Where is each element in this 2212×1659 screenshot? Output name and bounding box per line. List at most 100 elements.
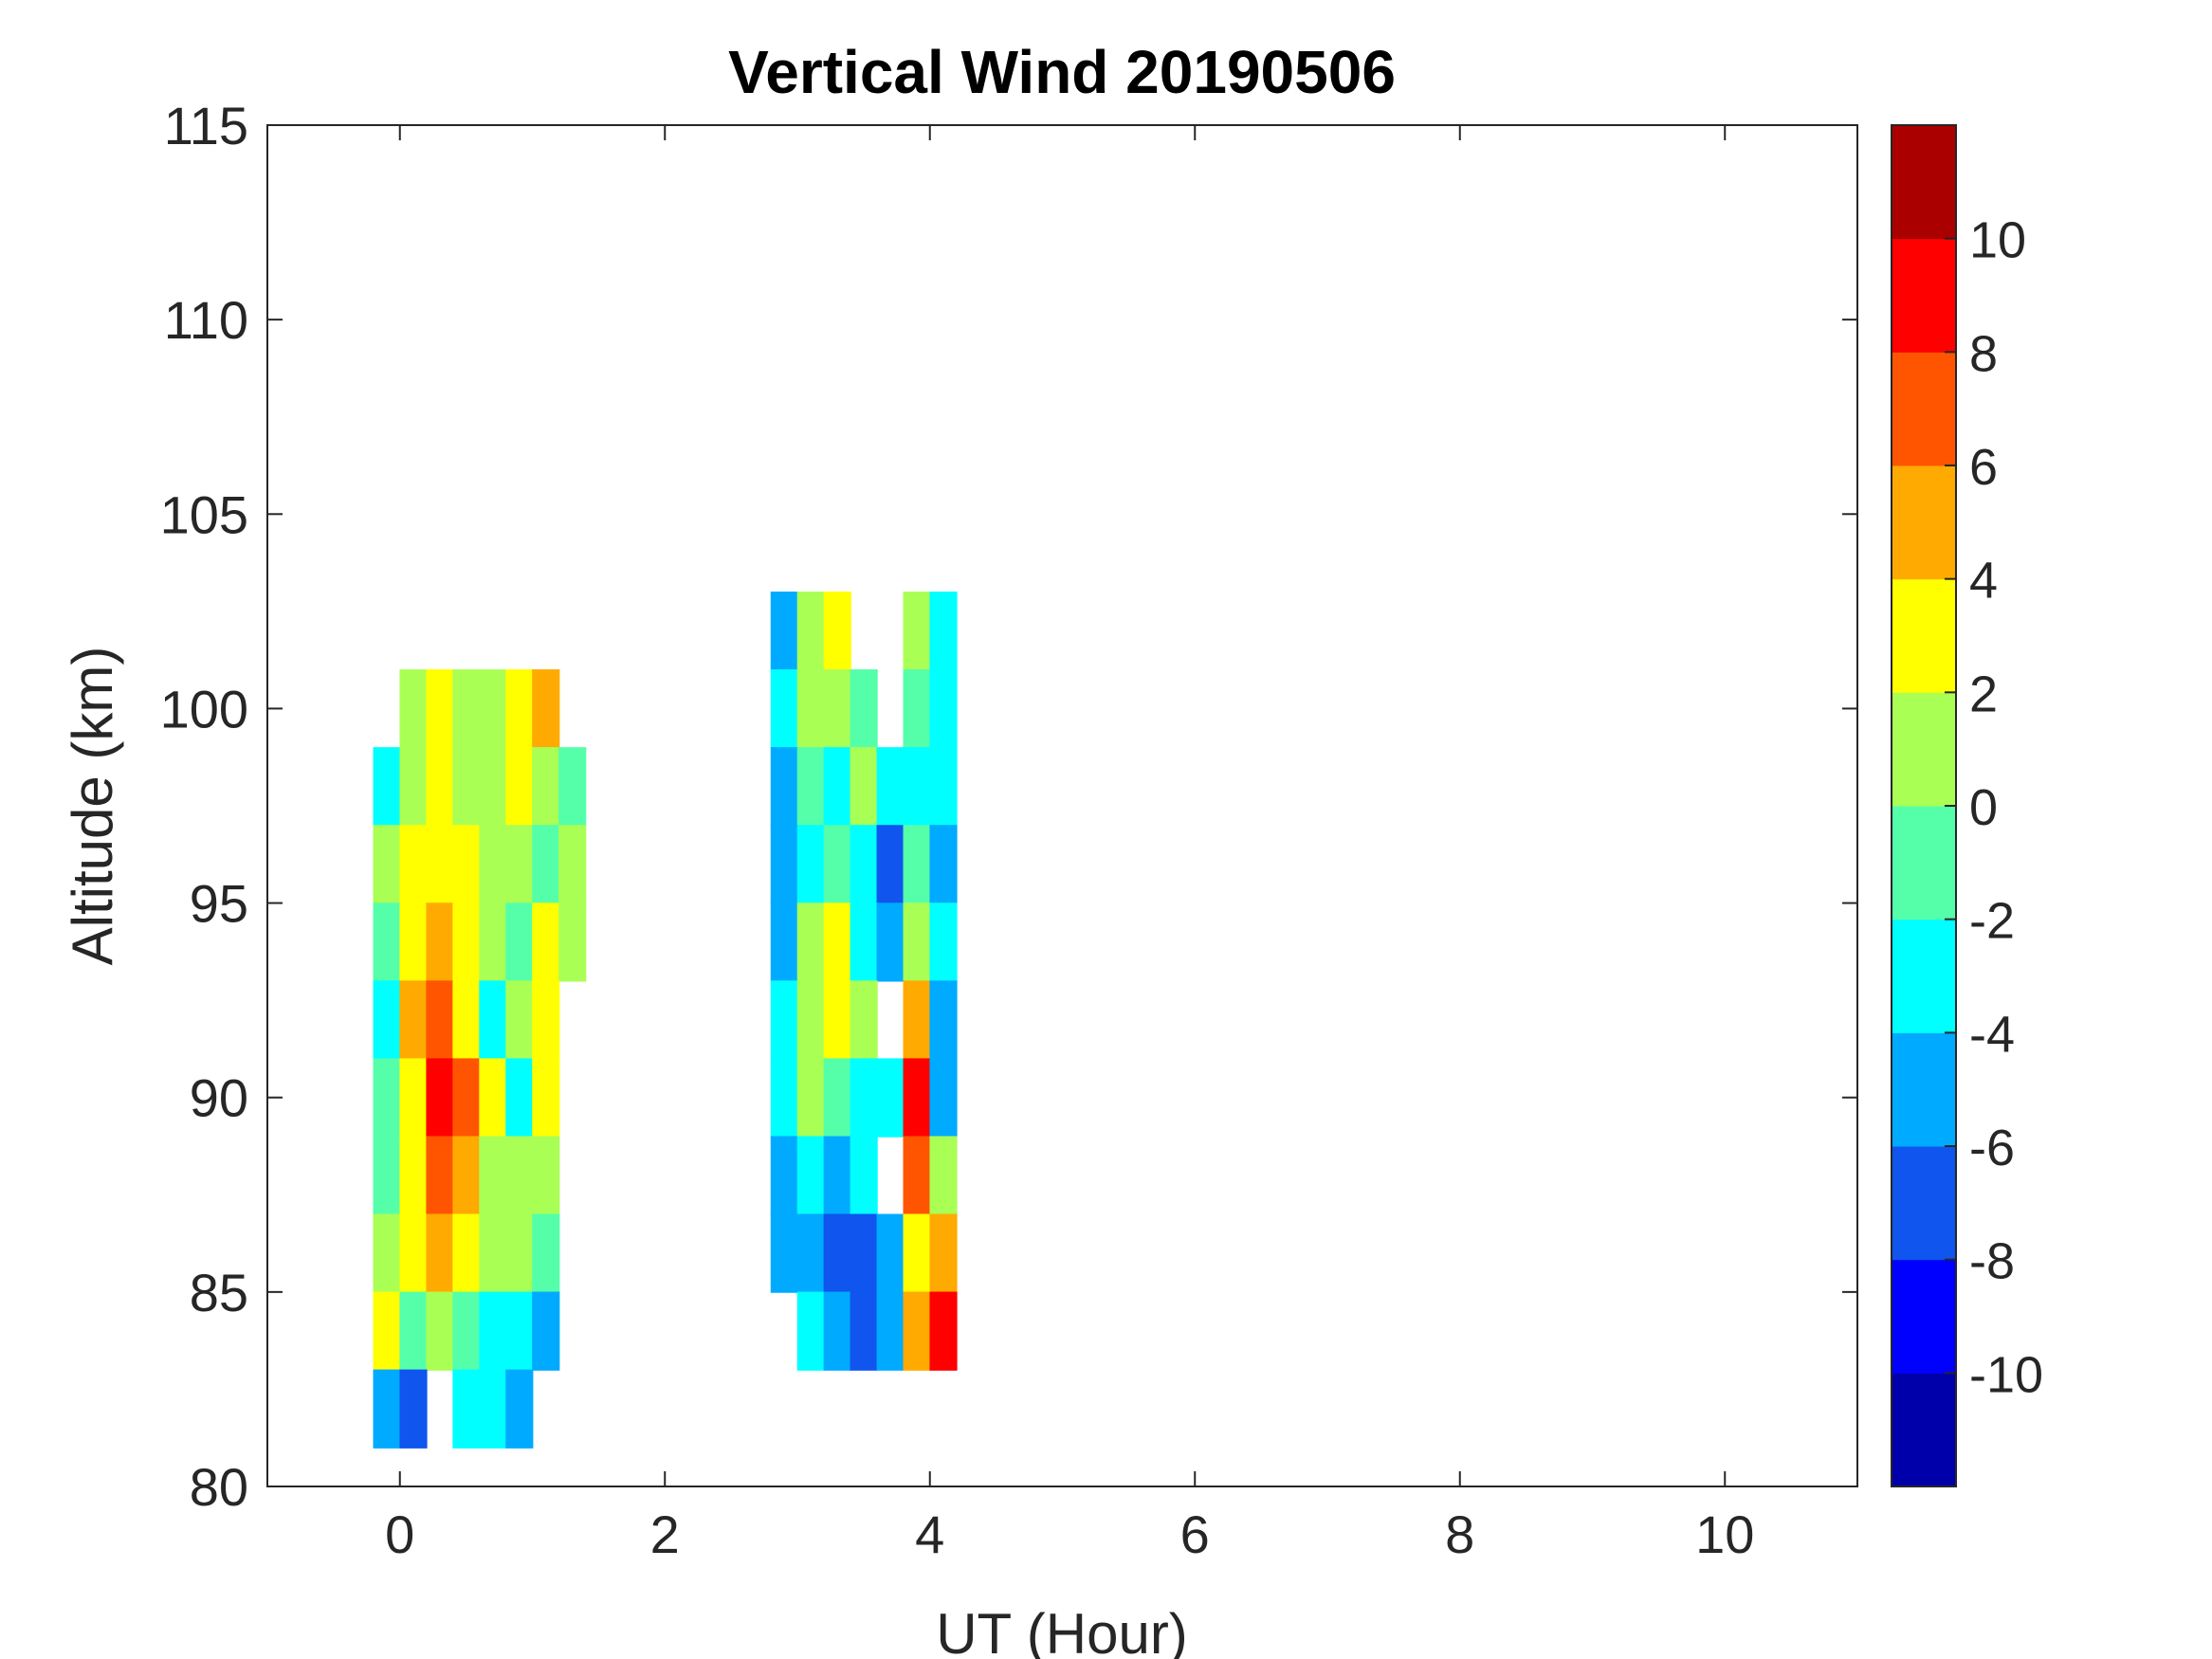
- heat-cell: [399, 1058, 428, 1138]
- heat-cell: [532, 1213, 560, 1293]
- heat-cell: [505, 747, 534, 827]
- heat-cell: [426, 1058, 454, 1138]
- heat-cell: [426, 902, 454, 982]
- heat-cell: [399, 1136, 428, 1215]
- heat-cell: [373, 1291, 401, 1371]
- heat-cell: [452, 669, 481, 749]
- heat-cell: [823, 1291, 851, 1371]
- heat-cell: [426, 1136, 454, 1215]
- colorbar-segment: [1892, 352, 1956, 466]
- colorbar-segment: [1892, 1259, 1956, 1374]
- colorbar-tick-label: 2: [1969, 665, 1998, 722]
- heat-cell: [876, 902, 905, 982]
- heat-cell: [903, 1058, 931, 1138]
- colorbar-tick-label: 8: [1969, 325, 1998, 382]
- heat-cell: [796, 1058, 825, 1138]
- heat-cell: [452, 902, 481, 982]
- heat-cell: [399, 825, 428, 904]
- heat-cell: [558, 825, 587, 904]
- heat-cell: [479, 1213, 507, 1293]
- heat-cell: [770, 1058, 798, 1138]
- x-tick-label: 10: [1695, 1504, 1754, 1564]
- heat-cell: [399, 1369, 428, 1449]
- colorbar-segment: [1892, 1146, 1956, 1261]
- heat-cell: [373, 1136, 401, 1215]
- heat-cell: [929, 825, 958, 904]
- heat-cell: [850, 1058, 878, 1138]
- heat-cell: [770, 902, 798, 982]
- heat-cell: [929, 1136, 958, 1215]
- heat-cell: [426, 1213, 454, 1293]
- heat-cell: [770, 980, 798, 1060]
- heat-cell: [796, 1136, 825, 1215]
- heat-cell: [373, 902, 401, 982]
- x-tick-label: 8: [1445, 1504, 1474, 1564]
- heat-cell: [823, 825, 851, 904]
- heat-cell: [796, 592, 825, 671]
- heat-cell: [929, 902, 958, 982]
- heat-cell: [452, 825, 481, 904]
- heat-cell: [452, 1369, 481, 1449]
- colorbar-tick-label: -2: [1969, 893, 2015, 950]
- heat-cell: [373, 825, 401, 904]
- heat-cell: [876, 825, 905, 904]
- heat-cell: [903, 592, 931, 671]
- colorbar-segment: [1892, 806, 1956, 921]
- colorbar-tick-label: 0: [1969, 779, 1998, 836]
- heat-cell: [373, 1213, 401, 1293]
- x-tick-label: 6: [1180, 1504, 1210, 1564]
- heat-cell: [479, 980, 507, 1060]
- heat-cell: [373, 980, 401, 1060]
- heat-cell: [796, 1213, 825, 1293]
- heat-cell: [770, 669, 798, 749]
- heat-cell: [532, 1291, 560, 1371]
- y-axis: 80 85 90 95 100 105 110 115: [160, 96, 1857, 1517]
- heat-cell: [770, 1136, 798, 1215]
- heat-cell: [505, 1058, 534, 1138]
- y-tick-label: 95: [190, 874, 248, 934]
- heat-cell: [796, 669, 825, 749]
- colorbar-segment: [1892, 465, 1956, 580]
- colorbar-segment: [1892, 578, 1956, 693]
- x-axis: 0 2 4 6 8 10: [385, 125, 1754, 1564]
- heat-cell: [532, 980, 560, 1060]
- heat-cell: [532, 825, 560, 904]
- heat-cell: [505, 1369, 534, 1449]
- heat-cell: [903, 1213, 931, 1293]
- heat-cell: [373, 1058, 401, 1138]
- heat-cell: [823, 669, 851, 749]
- heat-cell: [903, 747, 931, 827]
- y-tick-label: 110: [164, 290, 248, 350]
- colorbar-segment: [1892, 125, 1956, 240]
- colorbar-segment: [1892, 1373, 1956, 1487]
- heat-cell: [850, 1291, 878, 1371]
- heat-cell: [452, 1291, 481, 1371]
- heat-cell: [452, 1058, 481, 1138]
- heat-cell: [532, 1058, 560, 1138]
- heat-cell: [426, 980, 454, 1060]
- heat-cell: [770, 747, 798, 827]
- heat-cell: [823, 1213, 851, 1293]
- heat-cell: [850, 747, 878, 827]
- heat-cell: [505, 825, 534, 904]
- heat-cell: [823, 592, 851, 671]
- y-axis-label: Altitude (km): [61, 647, 124, 966]
- heat-cell: [426, 747, 454, 827]
- heat-cell: [903, 825, 931, 904]
- x-tick-label: 0: [385, 1504, 414, 1564]
- heat-cell: [399, 669, 428, 749]
- heat-cell: [770, 1213, 798, 1293]
- heat-cell: [850, 902, 878, 982]
- heat-cell: [505, 1136, 534, 1215]
- colorbar: -10 -8 -6 -4 -2 0 2 4 6 8 10: [1891, 124, 2043, 1487]
- y-tick-label: 90: [190, 1068, 248, 1128]
- heat-cell: [850, 825, 878, 904]
- y-tick-label: 105: [160, 484, 248, 544]
- heat-cell: [479, 1369, 507, 1449]
- heat-cell: [796, 747, 825, 827]
- heat-cell: [903, 1136, 931, 1215]
- x-tick-label: 4: [915, 1504, 944, 1564]
- heat-cell: [452, 1213, 481, 1293]
- heat-cell: [479, 1291, 507, 1371]
- heat-cell: [426, 669, 454, 749]
